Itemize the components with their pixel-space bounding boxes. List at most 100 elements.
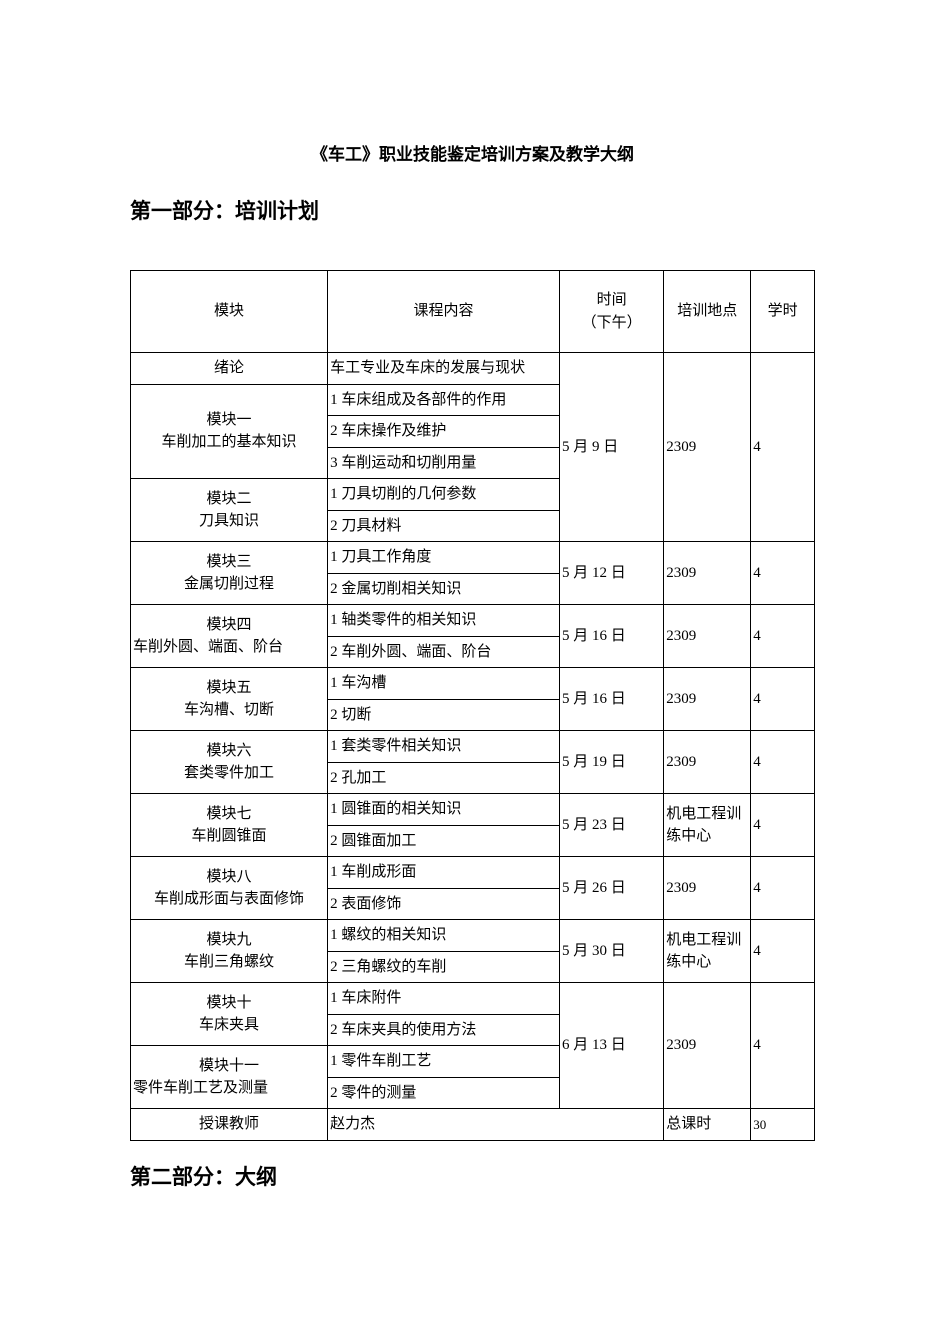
module-10-subtitle: 车床夹具: [199, 1017, 259, 1033]
place-3: 2309: [664, 605, 751, 668]
module-9-title: 模块九: [207, 932, 252, 948]
module-9: 模块九 车削三角螺纹: [131, 920, 328, 983]
section-2-heading: 第二部分：大纲: [130, 1161, 815, 1191]
module-1-subtitle: 车削加工的基本知识: [162, 431, 297, 454]
module-3-title: 模块三: [207, 554, 252, 570]
hours-4: 4: [751, 668, 815, 731]
time-6: 5 月 23 日: [559, 794, 663, 857]
time-7: 5 月 26 日: [559, 857, 663, 920]
content-m7-2: 2 圆锥面加工: [328, 825, 560, 857]
training-plan-table: 模块 课程内容 时间 （下午） 培训地点 学时 绪论 车工专业及车床的发展与现状…: [130, 270, 815, 1141]
module-4-subtitle: 车削外圆、端面、阶台: [133, 636, 325, 659]
table-row: 模块三 金属切削过程 1 刀具工作角度 5 月 12 日 2309 4: [131, 542, 815, 574]
place-8: 机电工程训练中心: [664, 920, 751, 983]
total-value: 30: [751, 1109, 815, 1141]
header-time: 时间 （下午）: [559, 271, 663, 353]
content-m10-1: 1 车床附件: [328, 983, 560, 1015]
table-row: 模块四 车削外圆、端面、阶台 1 轴类零件的相关知识 5 月 16 日 2309…: [131, 605, 815, 637]
module-11: 模块十一 零件车削工艺及测量: [131, 1046, 328, 1109]
module-10-title: 模块十: [207, 995, 252, 1011]
module-8: 模块八 车削成形面与表面修饰: [131, 857, 328, 920]
module-5: 模块五 车沟槽、切断: [131, 668, 328, 731]
module-4: 模块四 车削外圆、端面、阶台: [131, 605, 328, 668]
time-4: 5 月 16 日: [559, 668, 663, 731]
place-6: 机电工程训练中心: [664, 794, 751, 857]
module-10: 模块十 车床夹具: [131, 983, 328, 1046]
time-1: 5 月 9 日: [559, 353, 663, 542]
module-1-title: 模块一: [207, 412, 252, 428]
module-1: 模块一 车削加工的基本知识: [131, 384, 328, 479]
hours-5: 4: [751, 731, 815, 794]
content-m1-2: 2 车床操作及维护: [328, 416, 560, 448]
table-row: 模块六 套类零件加工 1 套类零件相关知识 5 月 19 日 2309 4: [131, 731, 815, 763]
content-m8-1: 1 车削成形面: [328, 857, 560, 889]
header-content: 课程内容: [328, 271, 560, 353]
time-8: 5 月 30 日: [559, 920, 663, 983]
table-header-row: 模块 课程内容 时间 （下午） 培训地点 学时: [131, 271, 815, 353]
content-m2-2: 2 刀具材料: [328, 510, 560, 542]
hours-8: 4: [751, 920, 815, 983]
content-m6-1: 1 套类零件相关知识: [328, 731, 560, 763]
module-7-subtitle: 车削圆锥面: [192, 828, 267, 844]
time-5: 5 月 19 日: [559, 731, 663, 794]
content-m9-1: 1 螺纹的相关知识: [328, 920, 560, 952]
teacher-label: 授课教师: [131, 1109, 328, 1141]
table-footer-row: 授课教师 赵力杰 总课时 30: [131, 1109, 815, 1141]
module-6-subtitle: 套类零件加工: [184, 765, 274, 781]
place-9: 2309: [664, 983, 751, 1109]
section-1-heading: 第一部分：培训计划: [130, 195, 815, 225]
content-m3-1: 1 刀具工作角度: [328, 542, 560, 574]
content-m1-1: 1 车床组成及各部件的作用: [328, 384, 560, 416]
content-m2-1: 1 刀具切削的几何参数: [328, 479, 560, 511]
content-m6-2: 2 孔加工: [328, 762, 560, 794]
header-time-line1: 时间: [597, 292, 627, 308]
hours-2: 4: [751, 542, 815, 605]
module-7: 模块七 车削圆锥面: [131, 794, 328, 857]
table-row: 模块七 车削圆锥面 1 圆锥面的相关知识 5 月 23 日 机电工程训练中心 4: [131, 794, 815, 826]
module-11-title: 模块十一: [133, 1055, 325, 1078]
content-m11-2: 2 零件的测量: [328, 1077, 560, 1109]
hours-7: 4: [751, 857, 815, 920]
teacher-name: 赵力杰: [328, 1109, 664, 1141]
content-m4-2: 2 车削外圆、端面、阶台: [328, 636, 560, 668]
place-7: 2309: [664, 857, 751, 920]
table-row: 模块十 车床夹具 1 车床附件 6 月 13 日 2309 4: [131, 983, 815, 1015]
hours-3: 4: [751, 605, 815, 668]
module-7-title: 模块七: [207, 806, 252, 822]
module-6-title: 模块六: [207, 743, 252, 759]
module-5-subtitle: 车沟槽、切断: [184, 702, 274, 718]
content-m10-2: 2 车床夹具的使用方法: [328, 1014, 560, 1046]
header-place: 培训地点: [664, 271, 751, 353]
module-11-subtitle: 零件车削工艺及测量: [133, 1077, 325, 1100]
document-title: 《车工》职业技能鉴定培训方案及教学大纲: [130, 140, 815, 165]
module-2: 模块二 刀具知识: [131, 479, 328, 542]
module-9-subtitle: 车削三角螺纹: [184, 954, 274, 970]
content-m1-3: 3 车削运动和切削用量: [328, 447, 560, 479]
header-module: 模块: [131, 271, 328, 353]
module-5-title: 模块五: [207, 680, 252, 696]
table-row: 模块八 车削成形面与表面修饰 1 车削成形面 5 月 26 日 2309 4: [131, 857, 815, 889]
content-m5-1: 1 车沟槽: [328, 668, 560, 700]
place-1: 2309: [664, 353, 751, 542]
module-2-title: 模块二: [207, 491, 252, 507]
module-4-title: 模块四: [133, 614, 325, 637]
table-row: 模块九 车削三角螺纹 1 螺纹的相关知识 5 月 30 日 机电工程训练中心 4: [131, 920, 815, 952]
hours-1: 4: [751, 353, 815, 542]
content-m7-1: 1 圆锥面的相关知识: [328, 794, 560, 826]
time-9: 6 月 13 日: [559, 983, 663, 1109]
module-8-title: 模块八: [133, 866, 325, 889]
header-hours: 学时: [751, 271, 815, 353]
total-label: 总课时: [664, 1109, 751, 1141]
hours-9: 4: [751, 983, 815, 1109]
table-row: 模块五 车沟槽、切断 1 车沟槽 5 月 16 日 2309 4: [131, 668, 815, 700]
time-2: 5 月 12 日: [559, 542, 663, 605]
content-m11-1: 1 零件车削工艺: [328, 1046, 560, 1078]
place-4: 2309: [664, 668, 751, 731]
place-2: 2309: [664, 542, 751, 605]
module-3-subtitle: 金属切削过程: [184, 576, 274, 592]
module-intro: 绪论: [131, 353, 328, 385]
module-6: 模块六 套类零件加工: [131, 731, 328, 794]
content-m4-1: 1 轴类零件的相关知识: [328, 605, 560, 637]
time-3: 5 月 16 日: [559, 605, 663, 668]
module-3: 模块三 金属切削过程: [131, 542, 328, 605]
